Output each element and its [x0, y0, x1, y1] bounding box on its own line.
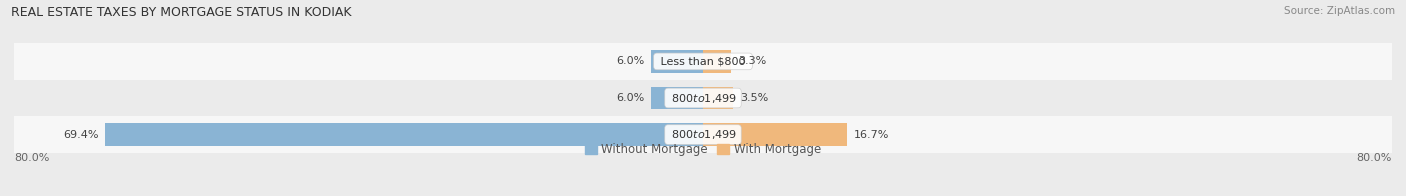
- Bar: [651, 50, 703, 73]
- Bar: [14, 116, 1392, 153]
- Text: Source: ZipAtlas.com: Source: ZipAtlas.com: [1284, 6, 1395, 16]
- Text: 6.0%: 6.0%: [616, 93, 644, 103]
- Text: 3.3%: 3.3%: [738, 56, 766, 66]
- Text: 6.0%: 6.0%: [616, 56, 644, 66]
- Text: 80.0%: 80.0%: [14, 153, 49, 163]
- Text: 80.0%: 80.0%: [1357, 153, 1392, 163]
- Text: 3.5%: 3.5%: [740, 93, 768, 103]
- Bar: [703, 50, 731, 73]
- Legend: Without Mortgage, With Mortgage: Without Mortgage, With Mortgage: [585, 143, 821, 156]
- Bar: [105, 123, 703, 146]
- Bar: [14, 43, 1392, 80]
- Text: 69.4%: 69.4%: [63, 130, 98, 140]
- Text: 16.7%: 16.7%: [853, 130, 889, 140]
- Text: $800 to $1,499: $800 to $1,499: [668, 128, 738, 141]
- Bar: [703, 87, 733, 109]
- Bar: [703, 123, 846, 146]
- Bar: [651, 87, 703, 109]
- Text: $800 to $1,499: $800 to $1,499: [668, 92, 738, 104]
- Text: REAL ESTATE TAXES BY MORTGAGE STATUS IN KODIAK: REAL ESTATE TAXES BY MORTGAGE STATUS IN …: [11, 6, 352, 19]
- Bar: [14, 80, 1392, 116]
- Text: Less than $800: Less than $800: [657, 56, 749, 66]
